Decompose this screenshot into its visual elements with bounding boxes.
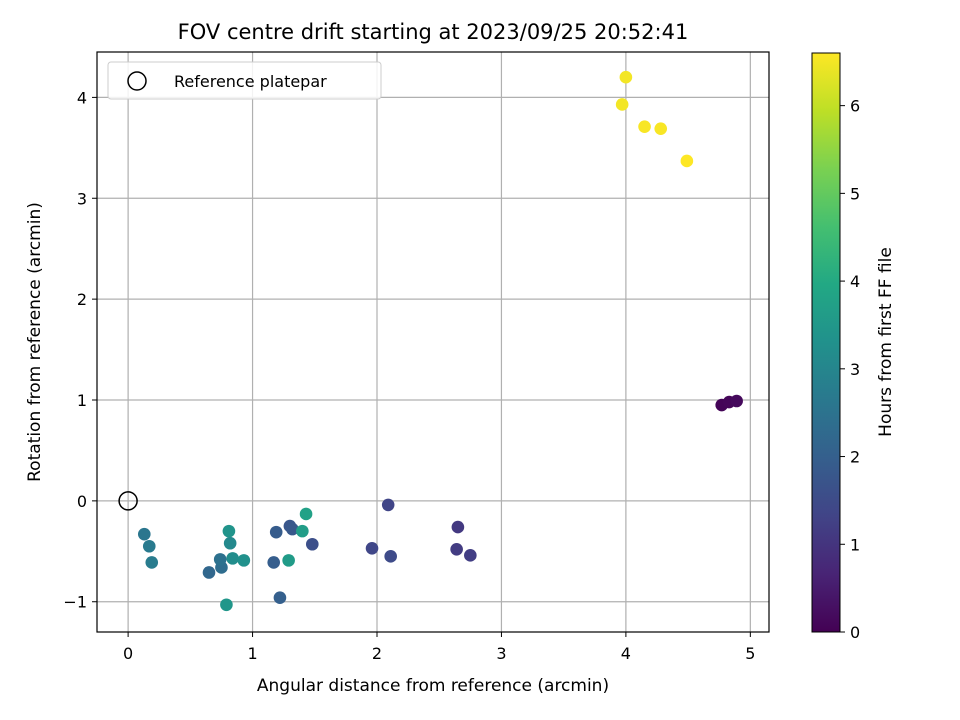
data-point	[226, 552, 239, 565]
data-point	[305, 537, 319, 551]
data-point	[638, 120, 651, 133]
data-point	[365, 541, 379, 555]
data-point	[237, 554, 251, 567]
y-axis-ticks: −1 0 1 2 3 4	[63, 88, 97, 612]
colorbar-tick-label: 5	[850, 184, 860, 203]
grid-lines	[97, 52, 769, 632]
data-point	[451, 520, 465, 534]
data-point	[282, 554, 295, 567]
data-point	[273, 591, 287, 605]
colorbar-ticks: 0 1 2 3 4 5 6	[840, 97, 860, 642]
y-tick-label: 0	[77, 492, 87, 511]
chart-title: FOV centre drift starting at 2023/09/25 …	[178, 20, 689, 44]
colorbar-tick-label: 0	[850, 623, 860, 642]
reference-marker	[118, 491, 138, 511]
legend-box	[107, 61, 382, 100]
data-point	[450, 542, 463, 556]
data-point	[464, 549, 477, 562]
legend-marker-reference	[127, 71, 147, 91]
data-point	[220, 598, 233, 612]
data-point	[145, 556, 159, 569]
x-axis-ticks: 0 1 2 3 4 5	[123, 632, 755, 663]
x-tick-label: 1	[247, 644, 257, 663]
x-axis-label: Angular distance from reference (arcmin)	[257, 676, 609, 696]
colorbar-tick-label: 1	[850, 535, 860, 554]
colorbar-tick-label: 3	[850, 360, 860, 379]
colorbar-tick-label: 2	[850, 448, 860, 467]
legend: Reference platepar	[107, 61, 382, 100]
data-point	[730, 394, 743, 408]
data-point	[384, 550, 397, 563]
data-point	[137, 527, 151, 541]
data-point	[680, 154, 694, 168]
data-point	[619, 70, 633, 84]
x-tick-label: 4	[621, 644, 631, 663]
data-point	[267, 556, 281, 569]
colorbar-label: Hours from first FF file	[876, 247, 896, 437]
data-point	[381, 498, 395, 512]
y-tick-label: 3	[77, 189, 87, 208]
data-point	[654, 122, 668, 135]
data-point	[142, 539, 156, 553]
colorbar	[811, 52, 841, 633]
data-point	[299, 507, 313, 521]
data-point	[286, 522, 299, 536]
x-tick-label: 3	[496, 644, 506, 663]
data-point	[222, 524, 236, 538]
y-tick-label: −1	[63, 593, 87, 612]
plot-frame	[96, 51, 770, 633]
data-point	[213, 553, 227, 566]
x-tick-label: 2	[372, 644, 382, 663]
y-tick-label: 4	[77, 88, 87, 107]
reference-marker-layer	[118, 491, 138, 511]
colorbar-tick-label: 6	[850, 97, 860, 116]
data-point	[615, 98, 629, 111]
y-tick-label: 2	[77, 290, 87, 309]
data-point	[296, 524, 309, 538]
data-points	[137, 70, 743, 612]
data-point	[223, 536, 237, 550]
x-tick-label: 5	[745, 644, 755, 663]
x-tick-label: 0	[123, 644, 133, 663]
y-tick-label: 1	[77, 391, 87, 410]
data-point	[269, 525, 283, 539]
colorbar-tick-label: 4	[850, 272, 860, 291]
data-point	[202, 566, 216, 579]
legend-label-reference: Reference platepar	[174, 72, 327, 91]
y-axis-label: Rotation from reference (arcmin)	[25, 202, 45, 482]
